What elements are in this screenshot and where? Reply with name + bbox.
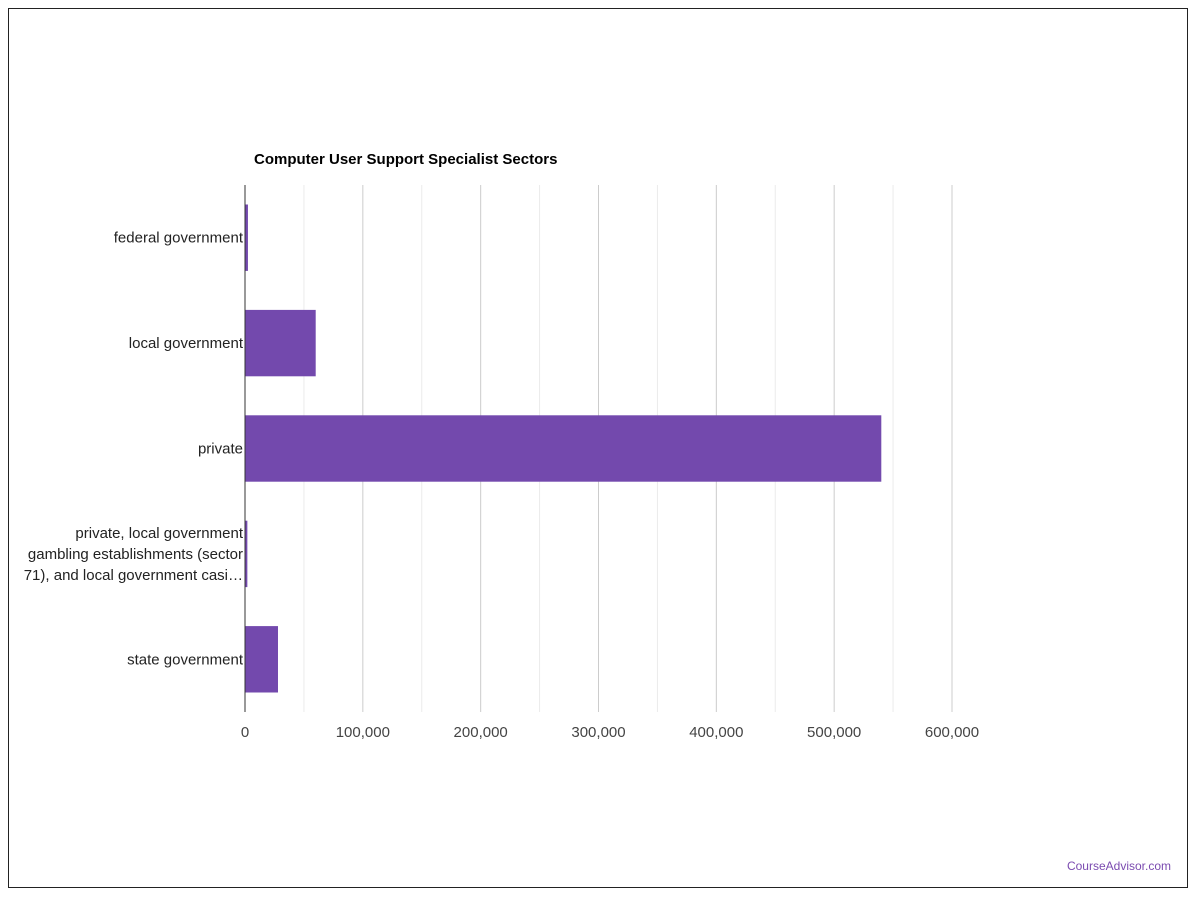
bar-1 bbox=[245, 309, 316, 377]
category-label-0: federal government bbox=[114, 230, 244, 247]
x-tick-label-1: 100,000 bbox=[336, 724, 390, 741]
category-label-3: private, local government gambling establ… bbox=[24, 525, 244, 584]
category-label-4: state government bbox=[127, 651, 244, 668]
chart-title: Computer User Support Specialist Sectors bbox=[254, 151, 558, 168]
x-tick-label-6: 600,000 bbox=[925, 724, 979, 741]
x-tick-label-4: 400,000 bbox=[689, 724, 743, 741]
x-tick-label-0: 0 bbox=[241, 724, 249, 741]
category-label-2: private bbox=[198, 441, 243, 458]
x-tick-label-5: 500,000 bbox=[807, 724, 861, 741]
x-tick-label-2: 200,000 bbox=[454, 724, 508, 741]
bar-0 bbox=[245, 204, 248, 271]
bar-3 bbox=[245, 520, 248, 588]
x-tick-label-3: 300,000 bbox=[571, 724, 625, 741]
category-label-1: local government bbox=[129, 335, 244, 352]
bar-2 bbox=[245, 415, 882, 482]
bar-4 bbox=[245, 626, 278, 693]
source-credit[interactable]: CourseAdvisor.com bbox=[1066, 859, 1171, 873]
